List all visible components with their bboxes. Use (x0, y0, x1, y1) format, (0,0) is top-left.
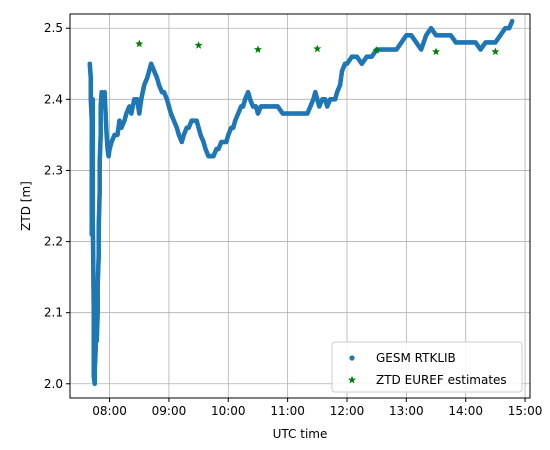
ztd-euref-star (491, 47, 500, 56)
y-tick-label: 2.5 (44, 21, 63, 35)
x-tick-label: 12:00 (330, 404, 365, 418)
plot-frame (69, 13, 531, 399)
y-tick-label: 2.0 (44, 377, 63, 391)
x-tick-label: 08:00 (92, 404, 127, 418)
x-axis-label: UTC time (273, 427, 328, 441)
ztd-euref-star (194, 41, 203, 49)
y-axis-label: ZTD [m] (19, 181, 33, 231)
plot-data (87, 18, 515, 387)
series-ztd-euref (135, 39, 500, 56)
y-tick-label: 2.4 (44, 92, 63, 106)
legend-marker-gesm-rtklib (349, 355, 355, 361)
y-tick-label: 2.3 (44, 163, 63, 177)
ztd-euref-star (432, 47, 441, 56)
y-tick-label: 2.1 (44, 306, 63, 320)
series-gesm-rtklib (87, 18, 515, 387)
y-axis: 2.0 2.1 2.2 2.3 2.4 2.5 (44, 21, 70, 391)
legend-label-gesm-rtklib: GESM RTKLIB (376, 351, 456, 365)
x-tick-label: 10:00 (211, 404, 246, 418)
y-tick-label: 2.2 (44, 235, 63, 249)
ztd-euref-star (135, 39, 144, 48)
legend-box (331, 341, 523, 393)
x-axis: 08:00 09:00 10:00 11:00 12:00 13:00 14:00 15:00 (92, 398, 542, 418)
x-tick-label: 09:00 (152, 404, 187, 418)
x-tick-label: 15:00 (508, 404, 543, 418)
x-tick-label: 13:00 (389, 404, 424, 418)
legend-label-ztd-euref: ZTD EUREF estimates (376, 373, 507, 387)
legend: GESM RTKLIB ZTD EUREF estimates (331, 341, 523, 393)
ztd-euref-star (372, 46, 381, 54)
x-tick-label: 11:00 (270, 404, 305, 418)
grid (70, 14, 530, 398)
ztd-euref-star (253, 45, 262, 53)
legend-marker-ztd-euref (348, 375, 356, 384)
gesm-rtklib-point (509, 18, 515, 24)
ztd-euref-star (313, 44, 322, 53)
x-tick-label: 14:00 (448, 404, 483, 418)
